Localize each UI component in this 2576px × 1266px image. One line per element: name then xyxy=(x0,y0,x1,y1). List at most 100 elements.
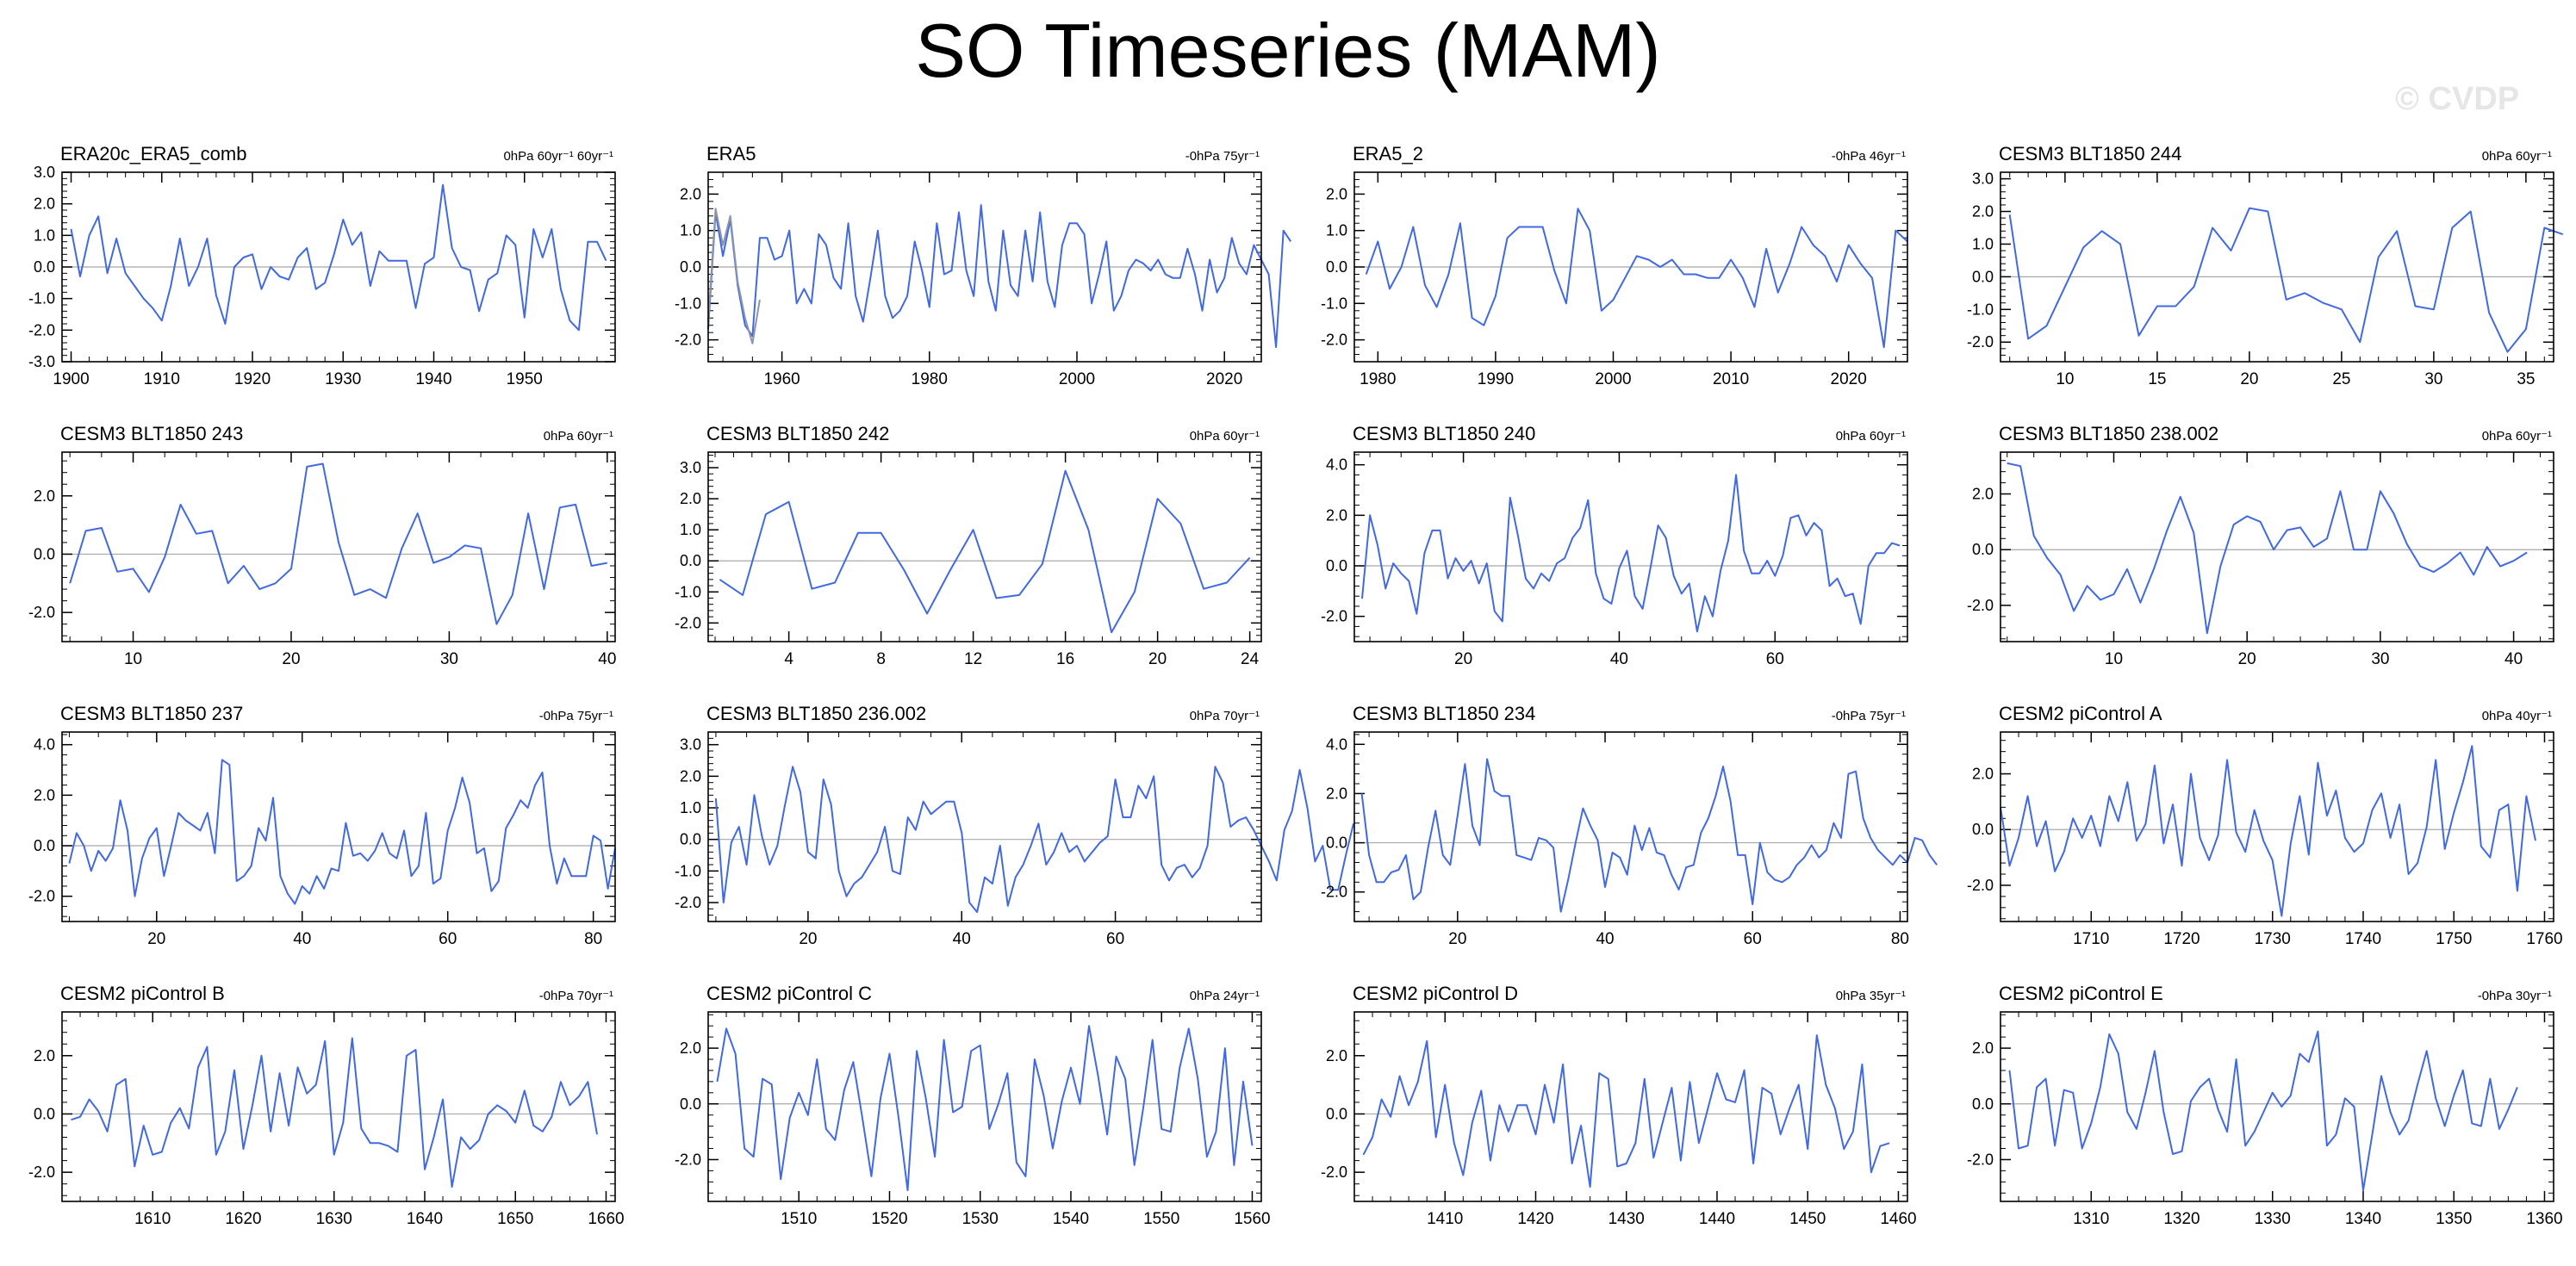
series-line xyxy=(707,208,761,344)
panel-subtitle: 0hPa 35yr⁻¹ xyxy=(1836,989,1906,1003)
y-tick-label: -2.0 xyxy=(1321,332,1347,349)
panel-title: CESM3 BLT1850 234 xyxy=(1353,703,1535,724)
plot-frame xyxy=(707,731,1262,922)
x-tick-label: 4 xyxy=(784,650,793,668)
y-tick-label: -1.0 xyxy=(675,295,701,312)
x-tick-label: 1960 xyxy=(763,370,800,388)
series-line xyxy=(719,469,1251,634)
subplot-14: CESM2 piControl C 0hPa 24yr⁻¹ 1510 1520 1530… xyxy=(675,983,1271,1228)
plot-frame xyxy=(2000,171,2554,363)
x-tick-label: 24 xyxy=(1241,650,1260,668)
x-tick-label: 1450 xyxy=(1789,1210,1826,1228)
x-tick-label: 1330 xyxy=(2255,1210,2291,1228)
panel-title: CESM2 piControl D xyxy=(1353,983,1518,1004)
series-line xyxy=(1362,1034,1890,1188)
x-tick-label: 1360 xyxy=(2526,1210,2562,1228)
subplot-9: CESM3 BLT1850 237 -0hPa 75yr⁻¹ 20 40 60 80 -2.… xyxy=(28,703,616,948)
y-tick-label: 0.0 xyxy=(680,831,701,848)
x-tick-label: 20 xyxy=(1148,650,1167,668)
series-line xyxy=(714,766,1354,913)
y-tick-label: -2.0 xyxy=(675,894,701,911)
plot-frame xyxy=(1353,171,1908,363)
x-tick-label: 1980 xyxy=(912,370,948,388)
panel-title: CESM3 BLT1850 240 xyxy=(1353,423,1535,444)
panel-title: CESM2 piControl C xyxy=(706,983,872,1004)
x-tick-label: 1920 xyxy=(234,370,271,388)
x-tick-label: 20 xyxy=(147,930,165,948)
x-tick-label: 1730 xyxy=(2255,930,2291,948)
x-tick-label: 1930 xyxy=(325,370,361,388)
subplot-12: CESM2 piControl A 0hPa 40yr⁻¹ 1710 1720 1730… xyxy=(1967,703,2563,948)
subplot-4: CESM3 BLT1850 244 0hPa 60yr⁻¹ 10 15 20 25 30 35… xyxy=(1967,143,2564,388)
y-tick-label: -2.0 xyxy=(1967,333,1994,351)
x-tick-label: 20 xyxy=(282,650,300,668)
plot-frame xyxy=(2000,451,2554,642)
x-tick-label: 60 xyxy=(1744,930,1762,948)
x-tick-label: 10 xyxy=(2056,370,2074,388)
subplot-10: CESM3 BLT1850 236.002 0hPa 70yr⁻¹ 20 40 60 -2… xyxy=(675,703,1354,948)
x-tick-label: 1320 xyxy=(2163,1210,2200,1228)
y-tick-label: -3.0 xyxy=(28,353,55,370)
y-tick-label: 1.0 xyxy=(1972,235,1994,252)
plot-frame xyxy=(1353,1011,1908,1202)
x-tick-label: 10 xyxy=(124,650,142,668)
x-tick-label: 1460 xyxy=(1880,1210,1916,1228)
panel-subtitle: 0hPa 70yr⁻¹ xyxy=(1190,709,1260,723)
y-tick-label: 1.0 xyxy=(680,799,701,816)
x-tick-label: 40 xyxy=(953,930,971,948)
x-tick-label: 20 xyxy=(2240,370,2258,388)
y-tick-label: 2.0 xyxy=(34,487,55,505)
panel-title: CESM3 BLT1850 238.002 xyxy=(1999,423,2218,444)
series-line xyxy=(69,462,607,625)
x-tick-label: 1610 xyxy=(134,1210,171,1228)
panel-subtitle: 0hPa 60yr⁻¹ xyxy=(1836,429,1906,444)
subplot-6: CESM3 BLT1850 242 0hPa 60yr⁻¹ 4 8 12 16 20 24 -2… xyxy=(675,423,1262,668)
subplot-3: ERA5_2 -0hPa 46yr⁻¹ 1980 1990 2000 2010 2020 -2… xyxy=(1321,143,1908,388)
page-title: SO Timeseries (MAM) xyxy=(915,8,1661,93)
panel-subtitle: 0hPa 24yr⁻¹ xyxy=(1190,989,1260,1003)
x-tick-label: 80 xyxy=(1891,930,1909,948)
panel-title: CESM3 BLT1850 244 xyxy=(1999,143,2181,164)
plot-frame xyxy=(2000,731,2554,922)
plot-frame xyxy=(61,171,616,363)
x-tick-label: 1510 xyxy=(781,1210,817,1228)
panel-title: ERA5 xyxy=(706,143,756,164)
y-tick-label: 2.0 xyxy=(1972,1039,1994,1057)
y-tick-label: 0.0 xyxy=(680,258,701,276)
y-tick-label: 2.0 xyxy=(1972,486,1994,503)
y-tick-label: 4.0 xyxy=(1326,456,1347,474)
x-tick-label: 30 xyxy=(2371,650,2389,668)
series-line xyxy=(2008,207,2564,353)
y-tick-label: 0.0 xyxy=(1972,1095,1994,1113)
panel-title: CESM2 piControl A xyxy=(1999,703,2162,724)
x-tick-label: 30 xyxy=(2424,370,2442,388)
y-tick-label: 1.0 xyxy=(34,227,55,244)
x-tick-label: 2010 xyxy=(1713,370,1749,388)
y-tick-label: -2.0 xyxy=(1967,1151,1994,1168)
y-tick-label: 2.0 xyxy=(1326,785,1347,802)
x-tick-label: 1740 xyxy=(2345,930,2381,948)
x-tick-label: 1340 xyxy=(2345,1210,2381,1228)
y-tick-label: 1.0 xyxy=(1326,222,1347,239)
panel-subtitle: 0hPa 60yr⁻¹ xyxy=(544,429,613,444)
y-tick-label: -2.0 xyxy=(28,321,55,338)
y-tick-label: -2.0 xyxy=(1321,1164,1347,1181)
x-tick-label: 1310 xyxy=(2073,1210,2109,1228)
y-tick-label: 2.0 xyxy=(1326,185,1347,202)
x-tick-label: 1720 xyxy=(2163,930,2200,948)
y-tick-label: -2.0 xyxy=(28,888,55,905)
x-tick-label: 2000 xyxy=(1059,370,1095,388)
subplot-5: CESM3 BLT1850 243 0hPa 60yr⁻¹ 10 20 30 40 -2.0… xyxy=(28,423,616,668)
y-tick-label: -1.0 xyxy=(675,862,701,879)
panel-subtitle: 0hPa 60yr⁻¹ xyxy=(2482,429,2552,444)
y-tick-label: 2.0 xyxy=(1972,203,1994,220)
x-tick-label: 15 xyxy=(2148,370,2166,388)
plot-frame xyxy=(707,1011,1262,1202)
panel-title: ERA5_2 xyxy=(1353,143,1423,164)
x-tick-label: 1540 xyxy=(1053,1210,1089,1228)
y-tick-label: 4.0 xyxy=(34,736,55,754)
plot-frame xyxy=(61,451,616,642)
x-tick-label: 1650 xyxy=(497,1210,533,1228)
x-tick-label: 1410 xyxy=(1427,1210,1463,1228)
